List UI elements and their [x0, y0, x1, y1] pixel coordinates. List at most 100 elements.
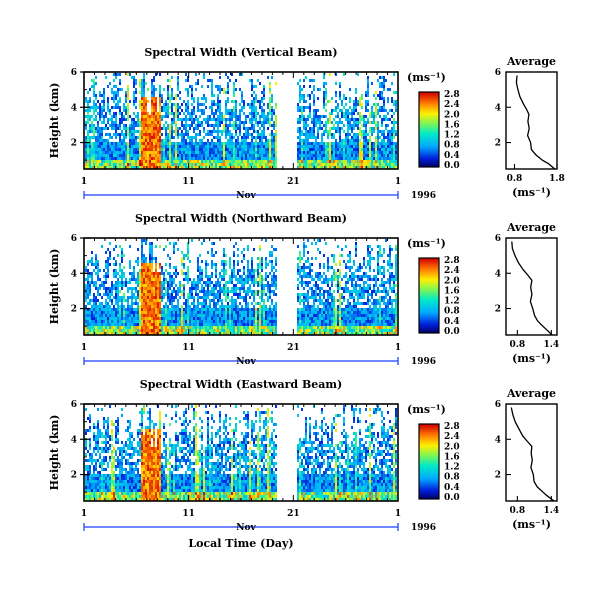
heatmap-cell	[199, 320, 201, 323]
heatmap-column	[387, 88, 389, 169]
heatmap-cell	[103, 88, 105, 91]
heatmap-cell	[195, 82, 197, 85]
heatmap-cell	[149, 130, 151, 133]
heatmap-cell	[145, 329, 147, 332]
heatmap-cell	[195, 284, 197, 287]
heatmap-cell	[139, 166, 141, 169]
heatmap-cell	[85, 139, 87, 142]
heatmap-cell	[211, 314, 213, 317]
heatmap-column	[351, 109, 353, 169]
heatmap-cell	[383, 133, 385, 136]
heatmap-cell	[243, 124, 245, 127]
heatmap-cell	[149, 290, 151, 293]
heatmap-cell	[231, 299, 233, 302]
heatmap-cell	[203, 157, 205, 160]
heatmap-cell	[251, 115, 253, 118]
heatmap-cell	[305, 121, 307, 124]
heatmap-cell	[161, 287, 163, 290]
heatmap-cell	[189, 293, 191, 296]
heatmap-cell	[189, 154, 191, 157]
heatmap-cell	[95, 284, 97, 287]
heatmap-column	[159, 245, 161, 335]
heatmap-cell	[153, 148, 155, 151]
heatmap-cell	[383, 82, 385, 85]
heatmap-cell	[237, 160, 239, 163]
heatmap-cell	[97, 148, 99, 151]
heatmap-cell	[363, 160, 365, 163]
heatmap-cell	[109, 263, 111, 266]
heatmap-cell	[237, 142, 239, 145]
heatmap-cell	[387, 100, 389, 103]
heatmap-cell	[201, 287, 203, 290]
heatmap-cell	[241, 145, 243, 148]
heatmap-cell	[187, 329, 189, 332]
heatmap-cell	[205, 100, 207, 103]
heatmap-cell	[101, 133, 103, 136]
heatmap-cell	[345, 163, 347, 166]
heatmap-cell	[223, 290, 225, 293]
heatmap-cell	[219, 136, 221, 139]
heatmap-column	[157, 112, 159, 169]
heatmap-cell	[131, 278, 133, 281]
heatmap-cell	[247, 145, 249, 148]
heatmap-cell	[215, 317, 217, 320]
heatmap-cell	[191, 239, 193, 242]
heatmap-cell	[155, 290, 157, 293]
heatmap-cell	[165, 151, 167, 154]
heatmap-cell	[121, 296, 123, 299]
heatmap-cell	[99, 154, 101, 157]
heatmap-cell	[311, 166, 313, 169]
heatmap-cell	[227, 317, 229, 320]
heatmap-cell	[371, 112, 373, 115]
heatmap-cell	[175, 326, 177, 329]
heatmap-cell	[91, 127, 93, 130]
heatmap-cell	[153, 305, 155, 308]
heatmap-cell	[147, 148, 149, 151]
heatmap-cell	[129, 317, 131, 320]
heatmap-cell	[151, 124, 153, 127]
heatmap-cell	[211, 148, 213, 151]
colorbar-segment	[419, 112, 439, 115]
heatmap-cell	[87, 103, 89, 106]
heatmap-cell	[243, 314, 245, 317]
heatmap-cell	[353, 145, 355, 148]
heatmap-column	[119, 245, 121, 335]
heatmap-cell	[275, 151, 277, 154]
heatmap-cell	[373, 148, 375, 151]
heatmap-cell	[207, 154, 209, 157]
heatmap-cell	[191, 332, 193, 335]
heatmap-cell	[199, 103, 201, 106]
heatmap-cell	[339, 121, 341, 124]
heatmap-cell	[387, 148, 389, 151]
heatmap-cell	[181, 139, 183, 142]
heatmap-column	[95, 76, 97, 169]
heatmap-cell	[183, 127, 185, 130]
heatmap-cell	[87, 142, 89, 145]
heatmap-cell	[255, 85, 257, 88]
heatmap-cell	[347, 157, 349, 160]
heatmap-cell	[129, 136, 131, 139]
heatmap-column	[245, 275, 247, 335]
heatmap-cell	[237, 287, 239, 290]
heatmap-cell	[129, 139, 131, 142]
heatmap-cell	[153, 311, 155, 314]
heatmap-cell	[127, 148, 129, 151]
heatmap-cell	[201, 112, 203, 115]
heatmap-cell	[145, 106, 147, 109]
heatmap-cell	[125, 154, 127, 157]
heatmap-cell	[229, 320, 231, 323]
heatmap-cell	[209, 115, 211, 118]
heatmap-cell	[147, 305, 149, 308]
heatmap-cell	[329, 100, 331, 103]
heatmap-cell	[317, 136, 319, 139]
heatmap-cell	[121, 112, 123, 115]
heatmap-cell	[121, 248, 123, 251]
heatmap-cell	[165, 163, 167, 166]
heatmap-cell	[189, 311, 191, 314]
heatmap-cell	[107, 305, 109, 308]
heatmap-column	[311, 79, 313, 169]
heatmap-cell	[167, 296, 169, 299]
heatmap-cell	[237, 332, 239, 335]
heatmap-cell	[141, 269, 143, 272]
colorbar-segment	[419, 107, 439, 110]
